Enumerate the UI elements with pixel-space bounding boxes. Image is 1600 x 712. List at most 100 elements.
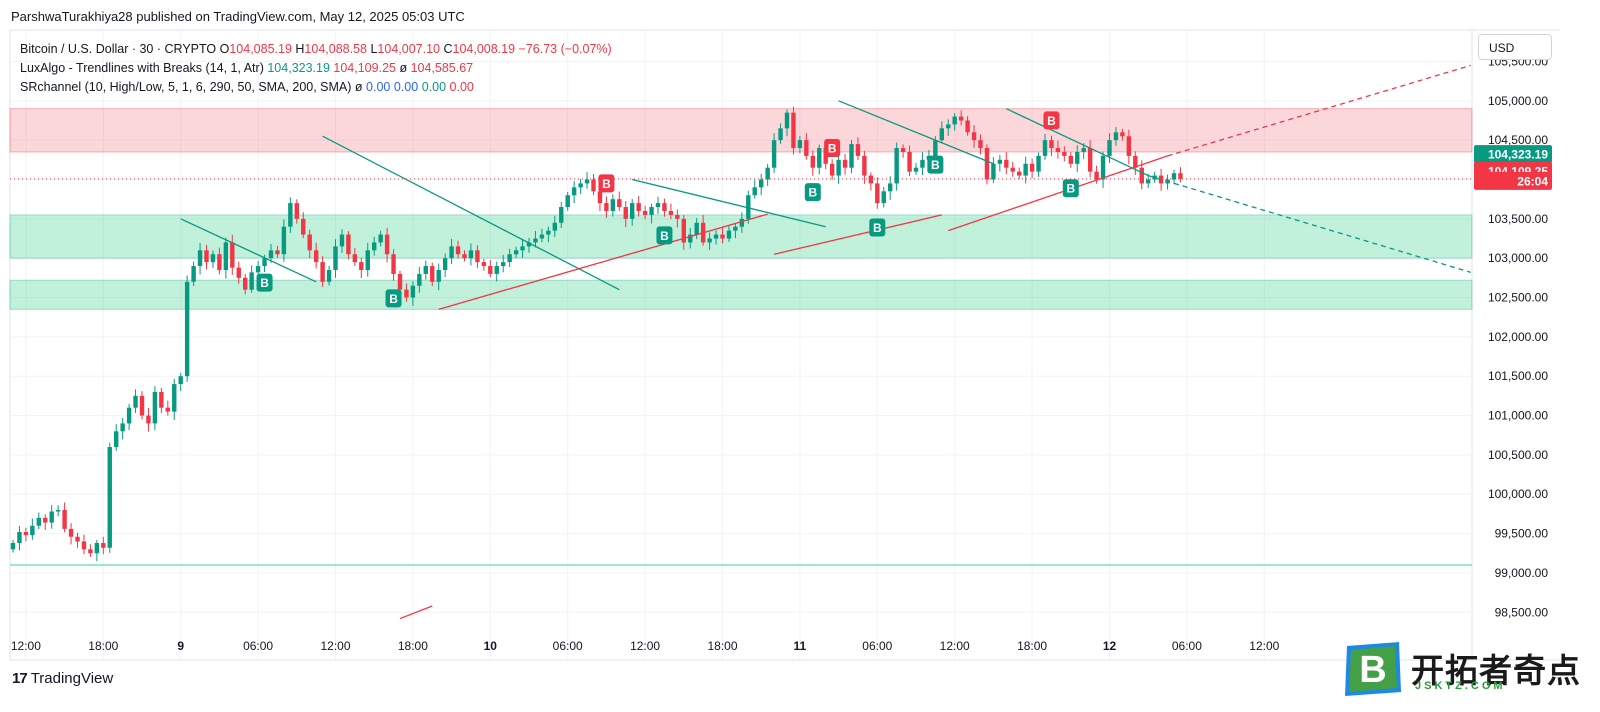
candle-body — [333, 246, 338, 270]
candle-body — [81, 541, 87, 550]
legend-sr-row[interactable]: SRchannel (10, High/Low, 5, 1, 6, 290, 5… — [20, 78, 612, 97]
candle-body — [114, 431, 119, 448]
trendline-down — [180, 218, 317, 283]
close-label: C — [443, 42, 453, 56]
candle-body — [30, 525, 35, 536]
y-tick-label: 98,500.00 — [1495, 605, 1549, 619]
candle-body — [591, 179, 596, 192]
candle-body — [1075, 151, 1080, 164]
candle-body — [868, 175, 874, 184]
candle-body — [468, 250, 474, 259]
candle-body — [913, 167, 919, 172]
x-tick-label: 18:00 — [1017, 639, 1047, 653]
candle-body — [197, 250, 203, 267]
x-tick-label: 06:00 — [553, 639, 583, 653]
buy-signal-badge-text: B — [1066, 182, 1075, 196]
candle-body — [191, 266, 196, 282]
candle-body — [1120, 132, 1125, 137]
candle-body — [617, 199, 622, 208]
candle-body — [746, 195, 751, 219]
candle-body — [533, 238, 538, 243]
candle-body — [1152, 175, 1157, 180]
candle-body — [49, 511, 54, 523]
y-tick-label: 102,000.00 — [1488, 330, 1548, 344]
candle-body — [778, 128, 783, 141]
candle-body — [662, 203, 667, 211]
candle-body — [565, 195, 570, 208]
y-tick-label: 101,000.00 — [1488, 409, 1548, 423]
candle-body — [184, 281, 190, 377]
candle-body — [172, 384, 177, 412]
candle-body — [1004, 159, 1009, 168]
legend: Bitcoin / U.S. Dollar · 30 · CRYPTO O104… — [20, 40, 612, 97]
candle-body — [920, 159, 925, 168]
lux-symbol: ø — [399, 61, 408, 75]
watermark-badge-icon: B — [1345, 642, 1401, 696]
candle-body — [829, 163, 835, 176]
close-value: 104,008.19 — [452, 42, 516, 56]
currency-button[interactable]: USD — [1478, 34, 1552, 60]
buy-signal-badge — [927, 155, 944, 174]
candle-body — [804, 140, 809, 156]
trendline-down — [1006, 108, 1149, 177]
candle-body — [965, 120, 970, 133]
x-tick-label: 9 — [177, 639, 184, 653]
candle-body — [462, 254, 467, 259]
candle-body — [520, 246, 525, 251]
change-value: −76.73 (−0.07%) — [518, 42, 612, 56]
candle-body — [339, 234, 345, 247]
trendline-up — [773, 214, 942, 255]
candle-body — [578, 183, 583, 188]
trendline-up — [399, 605, 433, 620]
sell-signal-badge — [824, 138, 841, 157]
candle-body — [281, 226, 287, 255]
candle-body — [765, 167, 770, 180]
candle-body — [946, 124, 951, 129]
candle-body — [1113, 132, 1119, 141]
candle-body — [159, 391, 164, 408]
x-tick-label: 18:00 — [398, 639, 428, 653]
candle-body — [1049, 140, 1054, 149]
candle-body — [75, 536, 80, 542]
lux-name: LuxAlgo - Trendlines with Breaks (14, 1,… — [20, 61, 264, 75]
x-tick-label: 18:00 — [88, 639, 118, 653]
candle-body — [55, 509, 61, 512]
candle-body — [94, 543, 100, 554]
candle-body — [752, 187, 757, 196]
legend-lux-row[interactable]: LuxAlgo - Trendlines with Breaks (14, 1,… — [20, 59, 612, 78]
x-tick-label: 12 — [1103, 639, 1117, 653]
tradingview-brand[interactable]: 17 TradingView — [12, 670, 113, 687]
candle-body — [255, 266, 261, 273]
buy-signal-badge-text: B — [660, 229, 669, 243]
low-value: 104,007.10 — [377, 42, 440, 56]
candle-body — [417, 273, 422, 286]
candle-body — [275, 250, 280, 255]
candle-body — [1171, 173, 1177, 180]
x-tick-label: 12:00 — [630, 639, 660, 653]
buy-signal-badge-text: B — [260, 276, 269, 290]
candle-body — [346, 234, 351, 255]
candle-body — [146, 415, 151, 424]
sell-signal-badge — [1043, 111, 1060, 130]
candle-body — [952, 116, 957, 125]
x-tick-label: 06:00 — [1172, 639, 1202, 653]
y-tick-label: 100,000.00 — [1488, 487, 1548, 501]
y-tick-label: 103,500.00 — [1488, 212, 1548, 226]
sr-symbol: ø — [354, 80, 363, 94]
legend-main-row[interactable]: Bitcoin / U.S. Dollar · 30 · CRYPTO O104… — [20, 40, 612, 59]
buy-signal-badge-text: B — [389, 292, 398, 306]
candle-body — [43, 517, 48, 523]
candle-body — [739, 218, 745, 227]
candle-body — [900, 148, 906, 152]
candle-body — [907, 151, 912, 172]
sell-signal-badge-text: B — [602, 177, 611, 191]
open-label: O — [219, 42, 230, 56]
y-tick-label: 100,500.00 — [1488, 448, 1548, 462]
candle-body — [797, 140, 803, 149]
candle-body — [88, 549, 93, 554]
buy-signal-badge — [869, 218, 886, 237]
candle-body — [152, 391, 158, 424]
candle-body — [675, 214, 680, 219]
candle-body — [726, 230, 732, 239]
